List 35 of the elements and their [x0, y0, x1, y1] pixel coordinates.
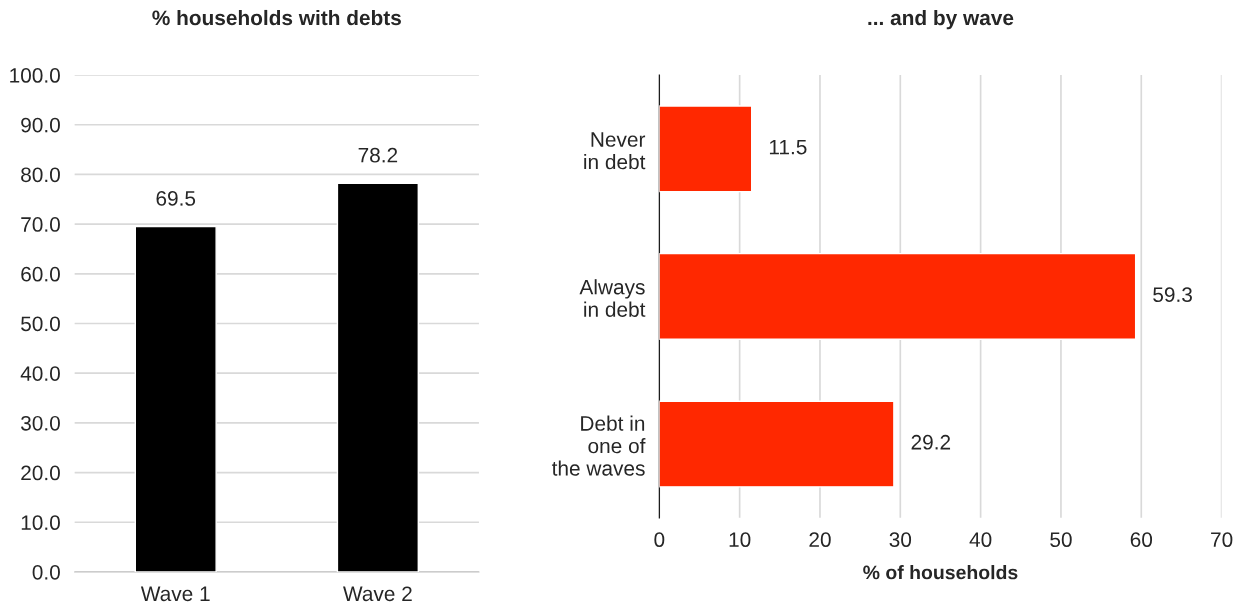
y-tick-label: 70.0	[21, 217, 60, 232]
y-tick-label: 90.0	[21, 117, 60, 133]
data-label: 29.2	[911, 434, 951, 450]
x-tick-label: 40	[969, 532, 992, 548]
y-tick-label: 50.0	[21, 316, 60, 332]
y-tick-label: 80.0	[21, 167, 60, 183]
x-tick-label: 70	[1211, 532, 1233, 548]
y-tick-label: 100.0	[10, 68, 60, 83]
y-tick-label: Always in debt	[579, 279, 646, 317]
y-tick-label: 60.0	[21, 266, 60, 282]
bar	[659, 105, 753, 193]
y-tick-label: Never in debt	[584, 132, 646, 170]
x-tick-label: 30	[889, 532, 912, 548]
x-tick-label: 0	[654, 532, 665, 548]
y-tick-label: Debt in one of the waves	[551, 415, 646, 476]
data-label: 78.2	[358, 147, 398, 163]
data-label: 59.3	[1153, 287, 1192, 303]
x-tick-label: Wave 1	[140, 586, 210, 602]
x-tick-label: 10	[729, 532, 751, 548]
data-label: 69.5	[156, 191, 196, 206]
data-label: 11.5	[769, 139, 807, 155]
bar	[659, 400, 895, 488]
x-tick-label: 50	[1050, 532, 1072, 548]
y-tick-label: 0.0	[32, 564, 60, 580]
x-tick-label: 20	[809, 532, 831, 548]
y-tick-label: 20.0	[21, 465, 60, 481]
y-tick-label: 10.0	[21, 515, 60, 531]
x-axis-title: % of households	[863, 565, 1018, 580]
chart-title: % households with debts	[152, 9, 401, 26]
y-tick-label: 30.0	[21, 415, 60, 431]
x-tick-label: Wave 2	[343, 586, 412, 602]
y-tick-label: 40.0	[20, 366, 60, 381]
x-tick-label: 60	[1130, 532, 1153, 548]
bar	[659, 252, 1137, 340]
chart-title: ... and by wave	[868, 9, 1014, 30]
